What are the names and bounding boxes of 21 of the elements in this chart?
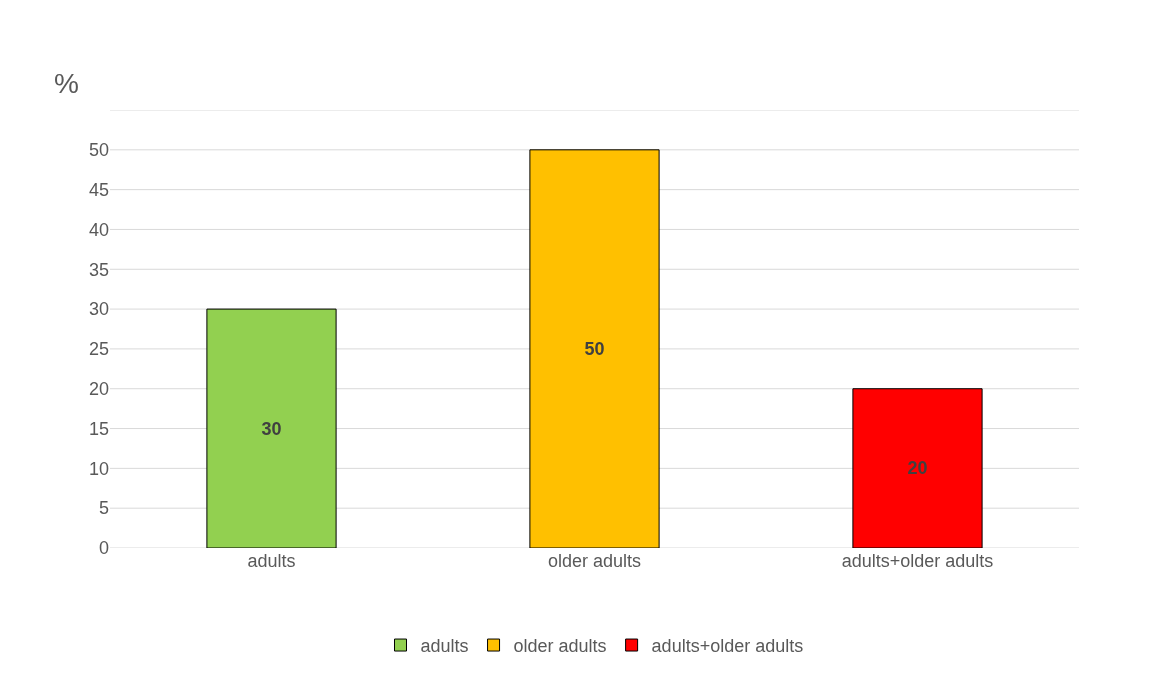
- y-tick-label: 10: [88, 458, 109, 479]
- y-tick-label: 20: [88, 379, 109, 400]
- data-label: 20: [907, 458, 928, 479]
- y-tick-label: 50: [88, 140, 109, 161]
- y-tick-label: 45: [88, 179, 109, 200]
- y-tick-label: 25: [88, 339, 109, 360]
- legend-label: older adults: [513, 636, 607, 657]
- data-label: 50: [584, 338, 605, 359]
- data-label: 30: [261, 418, 282, 439]
- x-tick-label: adults+older adults: [841, 551, 994, 571]
- legend-label: adults+older adults: [651, 636, 804, 657]
- y-tick-label: 5: [98, 498, 109, 519]
- y-tick-label: 30: [88, 299, 109, 320]
- x-tick-label: older adults: [547, 551, 642, 571]
- y-tick-label: 35: [88, 259, 109, 280]
- y-tick-label: 15: [88, 418, 109, 439]
- y-tick-label: 40: [88, 219, 109, 240]
- y-axis-title: %: [54, 68, 79, 99]
- x-tick-label: adults: [247, 551, 296, 571]
- legend-label: adults: [420, 636, 469, 657]
- y-tick-label: 0: [98, 538, 109, 559]
